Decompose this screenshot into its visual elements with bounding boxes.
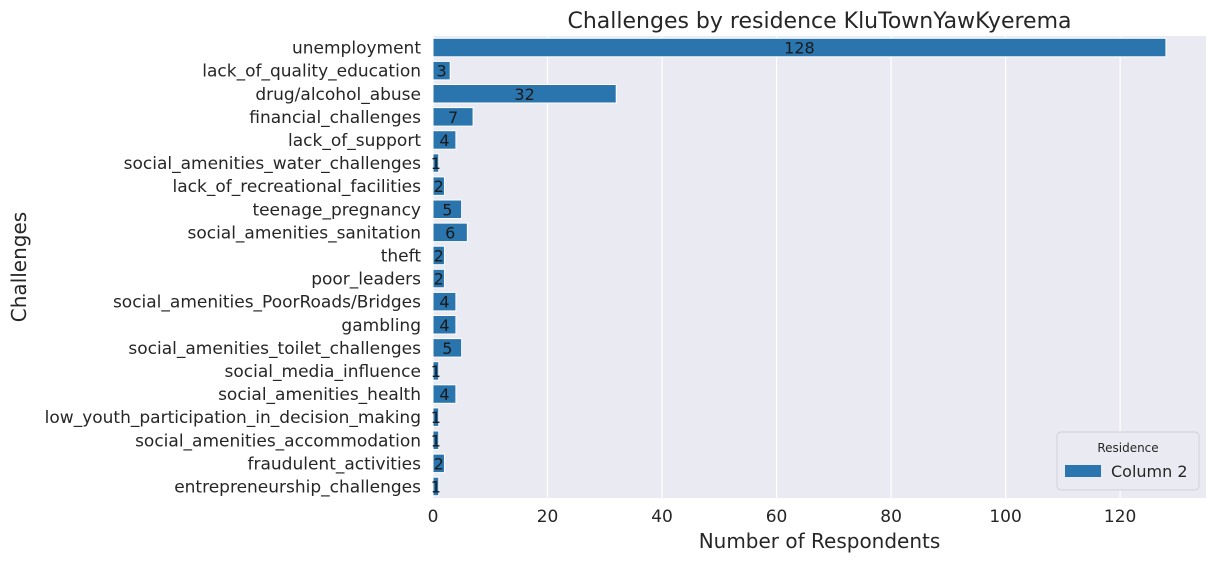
- bar-value-label: 1: [431, 408, 441, 427]
- legend-title: Residence: [1097, 441, 1158, 455]
- bar-value-label: 1: [431, 431, 441, 450]
- x-axis-title: Number of Respondents: [699, 529, 941, 553]
- bar-value-label: 32: [514, 85, 534, 104]
- bar-value-label: 4: [439, 293, 449, 312]
- bar: [432, 245, 445, 266]
- y-tick-label: social_amenities_accommodation: [135, 431, 421, 451]
- bar: [432, 338, 463, 358]
- bar-value-label: 2: [434, 270, 444, 289]
- bar-value-label: 3: [436, 62, 446, 81]
- y-axis-title: Challenges: [7, 212, 31, 322]
- bar: [432, 60, 451, 81]
- y-tick-label: social_media_influence: [225, 362, 421, 382]
- bar-value-label: 1: [431, 154, 441, 173]
- bar: [432, 315, 457, 335]
- y-tick-label: poor_leaders: [311, 270, 421, 290]
- grid-lines: [432, 36, 1121, 498]
- y-tick-labels: unemployment lack_of_quality_educationdru…: [45, 39, 422, 498]
- bar: [432, 291, 457, 312]
- x-tick-labels: 0 20 40 60 80 100 120: [428, 507, 1137, 527]
- y-tick-label: lack_of_support: [288, 131, 421, 151]
- y-tick-label: unemployment: [292, 39, 421, 59]
- y-tick-label: social_amenities_sanitation: [187, 223, 421, 243]
- y-tick-label: social_amenities_water_challenges: [124, 154, 422, 174]
- bar: [432, 176, 445, 196]
- y-tick-label: lack_of_recreational_facilities: [173, 177, 422, 197]
- bar-value-label: 7: [448, 108, 458, 127]
- y-tick-label: social_amenities_health: [218, 385, 421, 405]
- bar: [432, 199, 463, 219]
- y-tick-label: drug/alcohol_abuse: [255, 85, 421, 105]
- bar: [432, 130, 457, 150]
- y-tick-label: teenage_pregnancy: [252, 200, 421, 220]
- x-tick-label: 0: [428, 507, 439, 527]
- bar: [432, 453, 445, 474]
- x-tick-label: 80: [880, 507, 902, 527]
- y-tick-label: lack_of_quality_education: [202, 62, 421, 82]
- y-tick-label: entrepreneurship_challenges: [174, 477, 421, 497]
- y-tick-label: low_youth_participation_in_decision_maki…: [45, 408, 421, 428]
- y-tick-label: social_amenities_PoorRoads/Bridges: [113, 293, 421, 313]
- x-tick-label: 60: [766, 507, 788, 527]
- bar: [432, 268, 445, 289]
- plot-area: [433, 36, 1206, 498]
- bar: [432, 361, 440, 381]
- y-tick-label: fraudulent_activities: [248, 454, 422, 474]
- legend-swatch: [1065, 465, 1101, 477]
- bar: [432, 430, 440, 450]
- bar-value-label: 6: [445, 223, 455, 242]
- legend-entry: Column 2: [1111, 462, 1188, 481]
- bar: [432, 107, 474, 127]
- chart-title: Challenges by residence KluTownYawKyerem…: [567, 9, 1071, 34]
- bar-value-label: 128: [784, 39, 815, 58]
- bar: [432, 37, 1167, 58]
- y-tick-label: theft: [381, 246, 422, 266]
- legend: Residence Column 2: [1056, 431, 1200, 491]
- bar: [432, 384, 457, 404]
- bars: [432, 37, 1167, 497]
- bar-value-label: 4: [439, 131, 449, 150]
- x-tick-label: 40: [651, 507, 673, 527]
- x-tick-label: 20: [537, 507, 559, 527]
- bar-value-label: 1: [431, 477, 441, 496]
- bar-value-label: 2: [434, 246, 444, 265]
- bar: [432, 84, 617, 104]
- bar-value-label: 2: [434, 454, 444, 473]
- bar: [432, 222, 468, 243]
- x-tick-label: 100: [989, 507, 1021, 527]
- bar-value-label: 4: [439, 316, 449, 335]
- y-tick-label: gambling: [341, 316, 421, 336]
- y-tick-label: social_amenities_toilet_challenges: [128, 339, 421, 359]
- y-tick-label: financial_challenges: [249, 108, 421, 128]
- bar-value-label: 1: [431, 362, 441, 381]
- bar-value-label: 4: [439, 385, 449, 404]
- bar: [432, 476, 440, 497]
- x-tick-label: 120: [1104, 507, 1136, 527]
- bar: [432, 407, 440, 427]
- bar-value-label: 2: [434, 177, 444, 196]
- bar-value-label: 5: [442, 200, 452, 219]
- bar: [432, 153, 440, 173]
- bar-value-label: 5: [442, 339, 452, 358]
